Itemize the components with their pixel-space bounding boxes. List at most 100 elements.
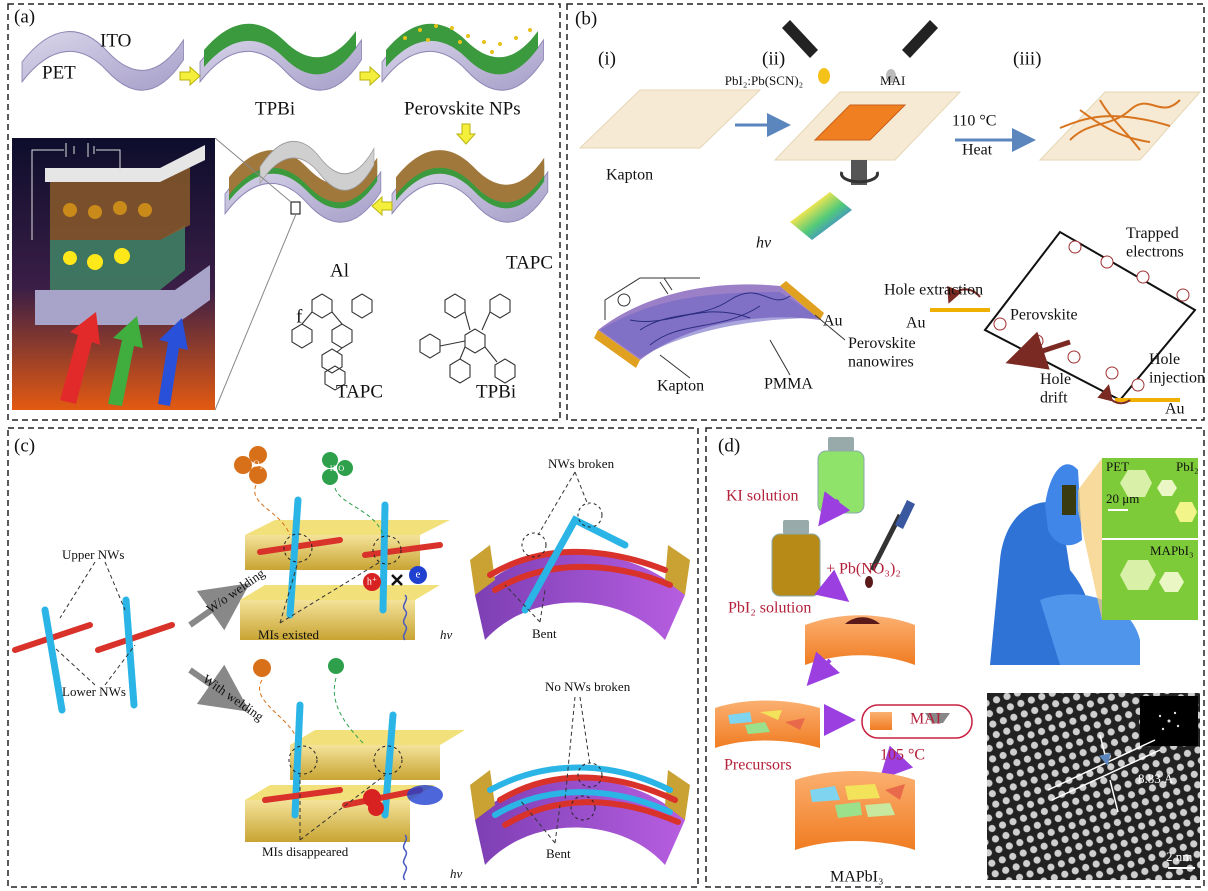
illustration-circle [1176, 288, 1190, 302]
illustration-path [158, 318, 188, 406]
illustration-ellipse [407, 785, 443, 805]
panel-label: (d) [718, 435, 740, 456]
illustration-line [214, 213, 297, 411]
panel-a-texts: (a) ITO PET TPBi Perovskite NPs TAPC Al … [14, 6, 553, 402]
illustration-circle [138, 203, 152, 217]
illustration-path [715, 700, 820, 748]
illustration-polygon [885, 784, 905, 800]
illustration-line [262, 787, 343, 803]
illustration-path [402, 594, 408, 641]
molecule: O₂ [253, 459, 263, 469]
illustration-polygon [810, 786, 840, 802]
illustration-line [336, 347, 343, 353]
illustration-line [439, 340, 466, 347]
solution-label: KI solution [726, 488, 798, 505]
illustration-circle [1173, 711, 1177, 715]
illustration-path [947, 285, 981, 304]
illustration-line [104, 561, 126, 611]
text-line: nanowires [848, 353, 914, 370]
illustration-path [371, 195, 393, 217]
illustration-g [322, 452, 353, 485]
illustration-path [497, 774, 678, 803]
illustration-g [487, 764, 681, 828]
illustration-rect [817, 450, 865, 514]
device-label: Au [823, 313, 843, 330]
band-label: Trapped electrons [1126, 225, 1184, 260]
illustration-ellipse [886, 69, 896, 83]
illustration-circle [1161, 727, 1165, 731]
illustration-line [659, 354, 691, 379]
illustration-polygon [1159, 572, 1184, 592]
illustration-g [403, 24, 532, 54]
illustration-line [342, 787, 423, 808]
illustration-path [879, 745, 914, 780]
illustration-circle [63, 251, 77, 265]
illustration-path [1069, 99, 1181, 141]
illustration-path [45, 145, 205, 182]
illustration-circle [1136, 270, 1150, 284]
illustration-circle [113, 201, 127, 215]
illustration-polygon [1120, 470, 1152, 497]
solution-label: PbI₂ solution [728, 600, 811, 617]
wire-label: Lower NWs [62, 684, 126, 699]
illustration-circle [249, 466, 267, 484]
text-line: Hole [1040, 371, 1075, 388]
illustration-path [402, 834, 408, 881]
band-label: Hole drift [1040, 371, 1075, 406]
illustration-rect [1102, 458, 1198, 538]
illustration-circle [114, 248, 130, 264]
layer-label: ITO [100, 30, 131, 51]
illustration-g [1158, 711, 1180, 731]
illustration-circle [63, 203, 77, 217]
illustration-circle [450, 26, 454, 30]
band-label: Hole injection [1149, 351, 1205, 386]
illustration-circle [1100, 255, 1114, 269]
illustration-polygon [1175, 502, 1197, 522]
layer-label: TAPC [506, 252, 553, 273]
condition: With welding [200, 671, 267, 724]
illustration-rect [290, 745, 440, 780]
device-label: Kapton [657, 378, 704, 395]
layer-label: Al [330, 260, 349, 281]
illustration-circle [482, 40, 486, 44]
panel-frame [7, 427, 699, 888]
illustration-rect [851, 160, 867, 185]
illustration-path [594, 330, 640, 368]
illustration-path [492, 563, 673, 593]
illustration-path [665, 770, 690, 820]
bend-label: Bent [532, 626, 557, 641]
illustration-circle [337, 460, 353, 476]
illustration-circle [498, 42, 502, 46]
light: hν [440, 627, 453, 642]
bend-label: Bent [546, 846, 571, 861]
illustration-polygon [324, 365, 346, 391]
illustration-polygon [1120, 560, 1156, 590]
illustration-line [257, 537, 343, 555]
illustration-polygon [785, 718, 805, 730]
illustration-polygon [449, 358, 471, 384]
illustration-line [464, 311, 471, 331]
illustration-polygon [494, 358, 516, 384]
illustration-path [65, 143, 95, 157]
substrate: Kapton [606, 167, 653, 184]
text-line: electrons [1126, 243, 1184, 260]
illustration-polygon [925, 713, 950, 723]
spacing-label: 8.83 Å [1138, 771, 1174, 786]
illustration-g [1047, 734, 1195, 869]
illustration-circle [434, 24, 438, 28]
band-label: Perovskite [1010, 307, 1078, 324]
illustration-circle [253, 659, 271, 677]
step-label: 105 °C [880, 747, 925, 764]
illustration-g [63, 201, 152, 219]
reagent: MAI [880, 73, 905, 88]
illustration-path [629, 311, 751, 322]
illustration-line [104, 644, 136, 686]
illustration-circle [372, 535, 402, 565]
panel-d-drawing [715, 437, 1200, 880]
illustration-g [12, 596, 175, 714]
illustration-path [1099, 99, 1141, 151]
illustration-g [63, 248, 130, 270]
illustration-line [188, 664, 250, 712]
illustration-circle [363, 573, 381, 591]
illustration-path [814, 569, 850, 602]
